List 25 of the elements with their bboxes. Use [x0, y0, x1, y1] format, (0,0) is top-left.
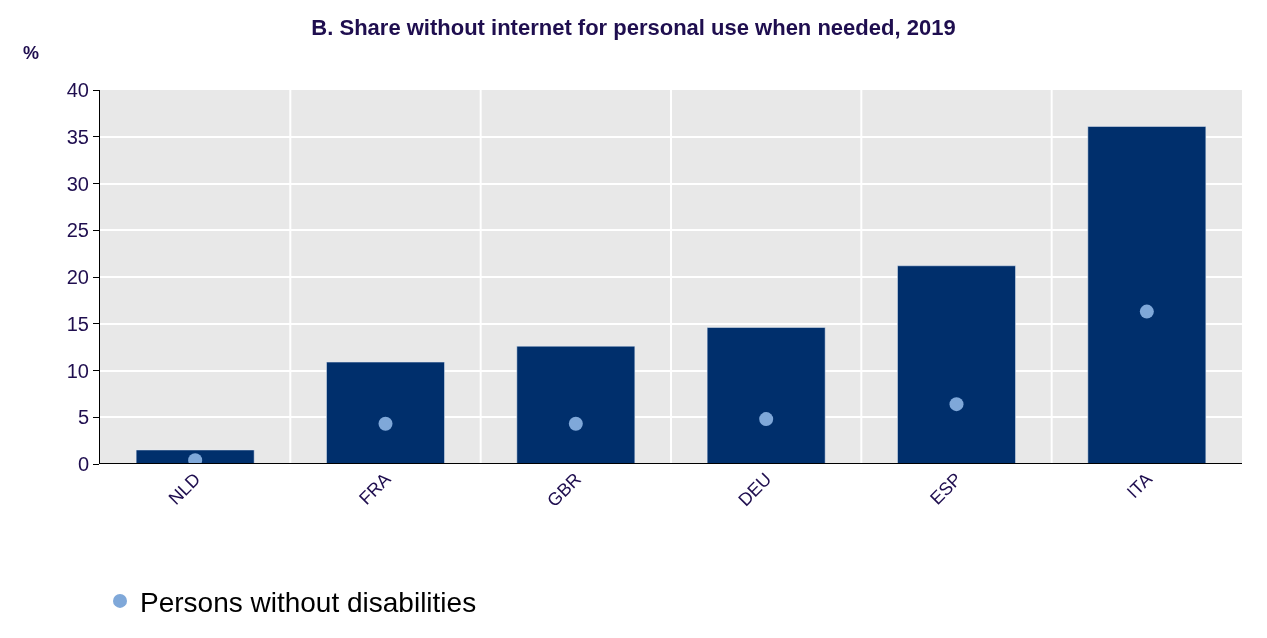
y-tick-label: 35 — [66, 125, 89, 148]
y-tick-label: 30 — [66, 172, 89, 195]
y-tick-label: 25 — [66, 219, 89, 242]
point — [949, 397, 964, 412]
bar — [516, 345, 636, 464]
bar — [135, 449, 255, 464]
y-tick-label: 15 — [66, 312, 89, 335]
bar — [897, 265, 1016, 464]
x-tick-label: FRA — [355, 469, 395, 509]
x-tick-label: ITA — [1123, 469, 1157, 503]
chart-title: B. Share without internet for personal use when needed, 2019 — [311, 14, 956, 40]
bar — [1087, 126, 1207, 464]
y-tick-label: 10 — [66, 359, 89, 382]
point — [568, 416, 583, 431]
legend-label: Persons without disabilities — [140, 586, 477, 618]
bar — [326, 361, 445, 464]
point — [378, 416, 393, 431]
point — [759, 412, 774, 427]
y-axis-title: % — [23, 43, 40, 63]
bar — [706, 327, 826, 464]
y-tick-label: 40 — [66, 79, 89, 101]
y-tick-label: 0 — [77, 453, 89, 475]
point — [1139, 304, 1154, 319]
y-tick-label: 20 — [66, 266, 89, 288]
y-tick-label: 5 — [77, 406, 89, 429]
